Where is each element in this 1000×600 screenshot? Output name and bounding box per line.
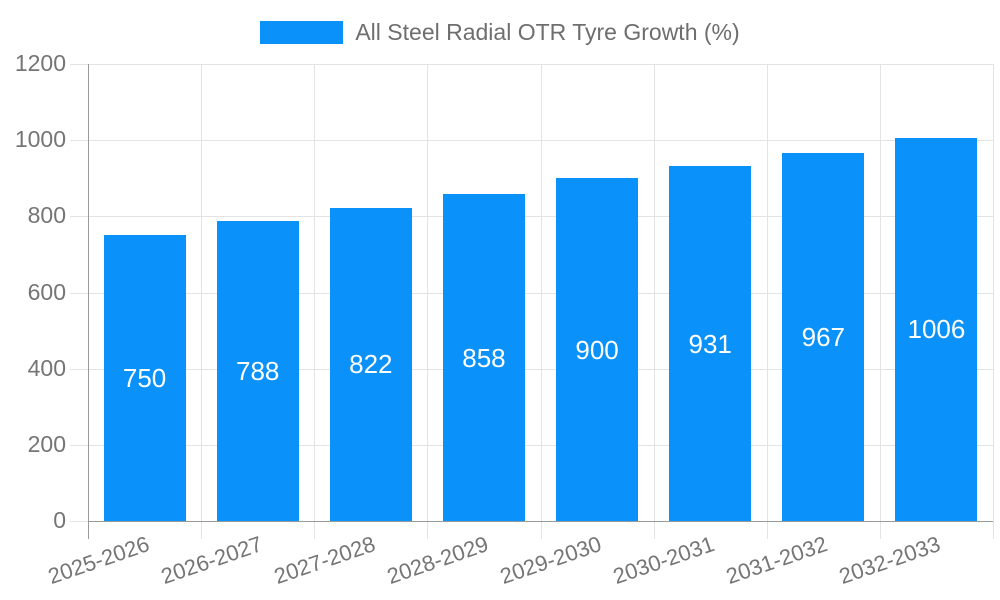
bar[interactable]: 931 — [669, 166, 752, 521]
y-axis-tick — [70, 64, 88, 65]
y-axis-tick-label: 200 — [27, 430, 66, 457]
bar-value-label: 1006 — [907, 314, 966, 345]
bar-value-label: 931 — [688, 328, 732, 359]
y-axis-tick — [70, 444, 88, 446]
bar[interactable]: 788 — [216, 220, 299, 521]
x-axis-tick — [427, 521, 429, 539]
x-axis-line — [88, 521, 993, 522]
x-axis-tick — [540, 521, 542, 539]
bar-value-label: 822 — [349, 349, 393, 380]
x-gridline — [766, 64, 768, 521]
y-axis-tick-label: 400 — [27, 354, 66, 381]
y-axis-tick — [70, 521, 88, 522]
bar[interactable]: 750 — [103, 235, 186, 521]
legend-swatch — [260, 21, 344, 44]
y-axis-tick-label: 1000 — [14, 126, 66, 153]
x-axis-tick — [653, 521, 655, 539]
y-axis-tick — [70, 140, 88, 142]
x-gridline — [540, 64, 542, 521]
bar-value-label: 750 — [122, 363, 167, 394]
bar-value-label: 788 — [235, 355, 280, 386]
y-axis-tick-label: 1200 — [14, 50, 66, 77]
y-axis-tick-label: 800 — [27, 202, 66, 229]
bar[interactable]: 900 — [556, 178, 639, 521]
x-axis-tick — [766, 521, 768, 539]
y-axis-line — [88, 64, 89, 539]
bar-value-label: 900 — [575, 334, 619, 365]
x-gridline — [427, 64, 429, 521]
y-axis-tick — [70, 368, 88, 370]
y-axis-tick — [70, 292, 88, 294]
bar[interactable]: 1006 — [895, 137, 978, 521]
y-axis-tick — [70, 216, 88, 218]
x-gridline — [993, 64, 994, 521]
x-axis-tick — [314, 521, 316, 539]
bar[interactable]: 858 — [442, 194, 525, 521]
x-gridline — [201, 64, 203, 521]
x-axis-tick — [993, 521, 994, 539]
y-axis-tick-label: 600 — [27, 278, 66, 305]
x-gridline — [653, 64, 655, 521]
bar[interactable]: 967 — [782, 152, 865, 521]
y-axis-tick-label: 0 — [53, 507, 66, 534]
legend: All Steel Radial OTR Tyre Growth (%) — [0, 19, 1000, 46]
x-gridline — [314, 64, 316, 521]
bar-value-label: 967 — [801, 321, 845, 352]
x-gridline — [879, 64, 881, 521]
legend-label: All Steel Radial OTR Tyre Growth (%) — [355, 19, 740, 45]
x-axis-tick — [201, 521, 203, 539]
bar-value-label: 858 — [462, 342, 506, 373]
bar[interactable]: 822 — [329, 207, 412, 521]
x-axis-tick — [879, 521, 881, 539]
